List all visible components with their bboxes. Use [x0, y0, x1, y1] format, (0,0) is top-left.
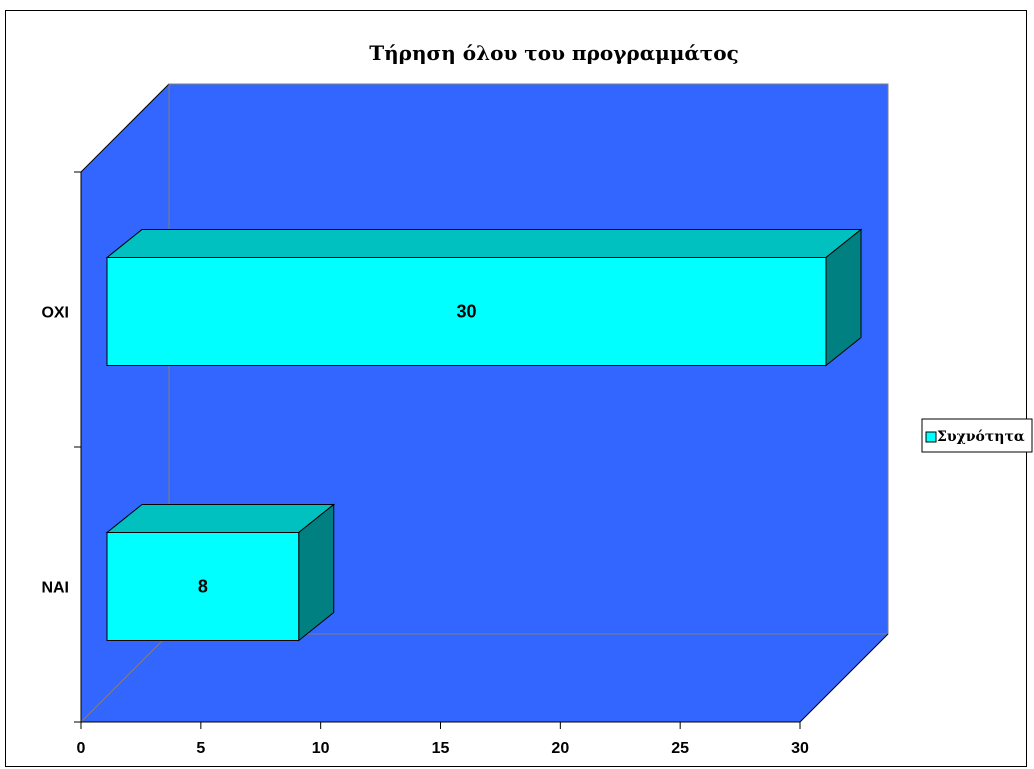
x-tick-label: 5	[196, 740, 205, 757]
bar-top-face	[105, 504, 336, 533]
plot-edge-floor-left	[80, 633, 170, 723]
legend-box	[921, 418, 1033, 453]
x-tick-label: 25	[671, 740, 689, 757]
plot-edge-floor-right	[799, 633, 889, 723]
bar-value-label: 30	[456, 302, 476, 322]
plot-floor	[81, 634, 888, 722]
category-label: ΝΑΙ	[41, 580, 69, 597]
plot-edge-top-left	[80, 83, 170, 173]
bar-nai	[106, 532, 300, 641]
x-tick-label: 20	[551, 740, 569, 757]
x-tick-label: 15	[432, 740, 450, 757]
bar-top-face	[105, 229, 863, 258]
x-tick-label: 30	[791, 740, 809, 757]
x-tick-label: 10	[312, 740, 330, 757]
bar-value-label: 8	[198, 577, 208, 597]
chart-title: Τήρηση όλου του προγραμμάτος	[369, 41, 739, 65]
bar-oxi	[106, 257, 827, 366]
x-tick-label: 0	[77, 740, 86, 757]
legend-swatch	[925, 431, 937, 443]
legend-label: Συχνότητα	[937, 429, 1025, 445]
category-label: ΟΧΙ	[41, 305, 69, 322]
